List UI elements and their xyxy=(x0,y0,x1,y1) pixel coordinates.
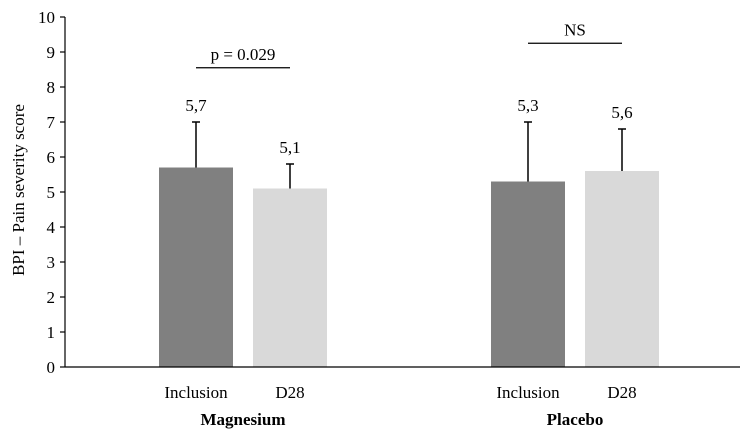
x-tick-label: Inclusion xyxy=(164,383,228,402)
bar-magnesium-d28 xyxy=(253,188,327,367)
y-axis-label: BPI – Pain severity score xyxy=(9,104,28,276)
y-axis: 0 1 2 3 4 5 6 7 8 9 10 xyxy=(38,8,66,377)
x-tick-label: D28 xyxy=(607,383,636,402)
y-tick-label: 0 xyxy=(47,358,56,377)
data-label: 5,7 xyxy=(185,96,207,115)
y-tick-label: 8 xyxy=(47,78,56,97)
bars xyxy=(159,167,659,367)
y-tick-label: 2 xyxy=(47,288,56,307)
group-label: Magnesium xyxy=(201,410,286,429)
y-tick-label: 5 xyxy=(47,183,56,202)
data-labels: 5,7 5,1 5,3 5,6 xyxy=(185,96,632,157)
y-tick-label: 4 xyxy=(47,218,56,237)
data-label: 5,6 xyxy=(611,103,632,122)
y-tick-label: 3 xyxy=(47,253,56,272)
error-bars xyxy=(192,121,626,189)
x-tick-label: Inclusion xyxy=(496,383,560,402)
bar-placebo-inclusion xyxy=(491,181,565,367)
y-tick-label: 10 xyxy=(38,8,55,27)
y-tick-label: 7 xyxy=(47,113,56,132)
data-label: 5,3 xyxy=(517,96,538,115)
significance-label: NS xyxy=(564,20,586,39)
y-tick-label: 6 xyxy=(47,148,56,167)
bar-placebo-d28 xyxy=(585,171,659,367)
data-label: 5,1 xyxy=(279,138,300,157)
x-tick-label: D28 xyxy=(275,383,304,402)
y-tick-label: 9 xyxy=(47,43,56,62)
y-tick-label: 1 xyxy=(47,323,56,342)
significance-brackets: p = 0.029 NS xyxy=(196,20,622,69)
significance-label: p = 0.029 xyxy=(211,45,276,64)
group-label: Placebo xyxy=(547,410,604,429)
bar-magnesium-inclusion xyxy=(159,167,233,367)
